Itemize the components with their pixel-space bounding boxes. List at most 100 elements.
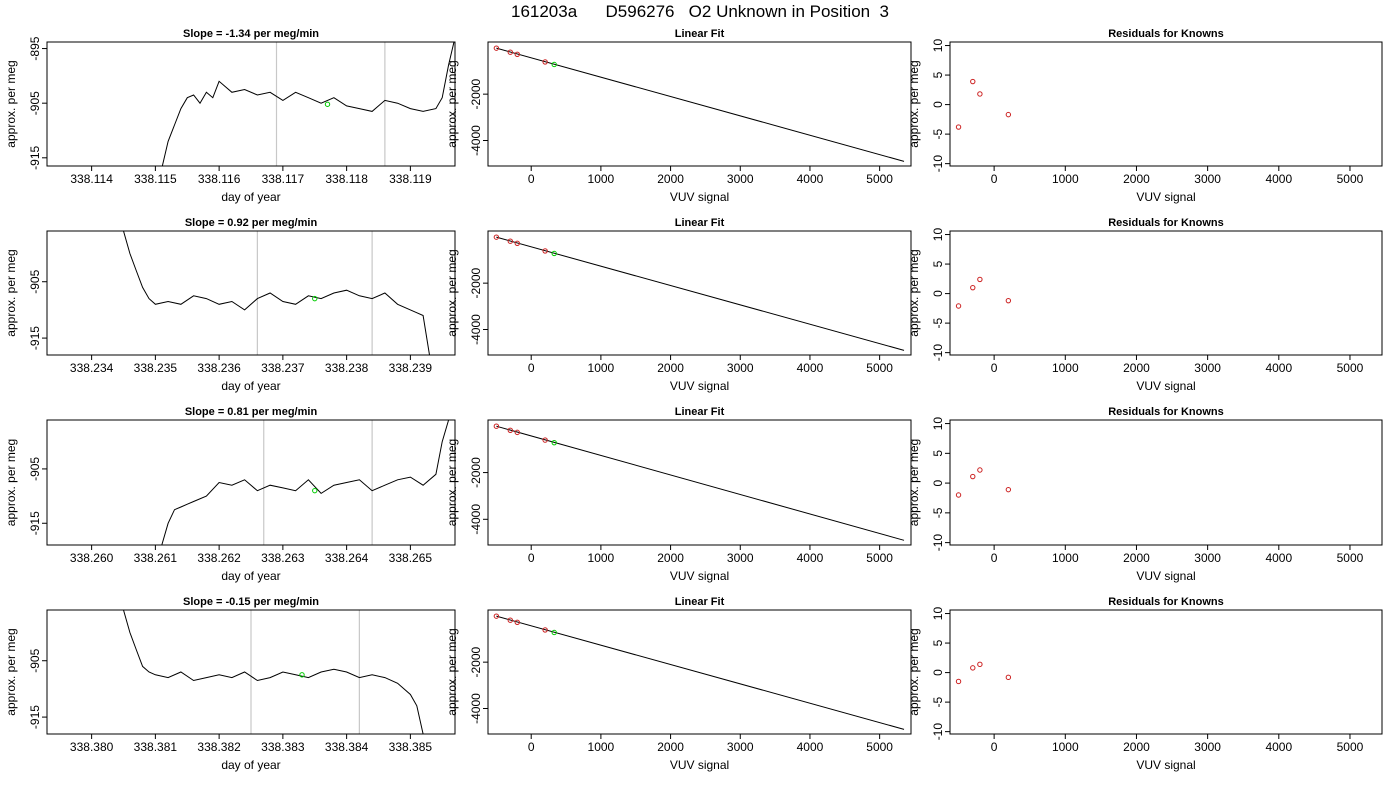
residual-point (1005, 111, 1012, 118)
x-tick-label: 4000 (1265, 361, 1292, 375)
y-tick-label: -10 (931, 344, 945, 362)
known-point (493, 45, 500, 51)
fit-line (496, 615, 905, 730)
x-tick-label: 0 (991, 172, 998, 186)
x-tick-label: 338.382 (197, 740, 241, 754)
y-axis-label: approx. per meg (907, 439, 921, 526)
x-tick-label: 2000 (657, 172, 684, 186)
panel-title: Slope = -1.34 per meg/min (183, 28, 319, 40)
y-tick-label: -905 (28, 269, 42, 293)
x-tick-label: 0 (528, 172, 535, 186)
unknown-average-point (324, 101, 331, 107)
x-tick-label: 338.385 (389, 740, 433, 754)
x-axis-label: VUV signal (1136, 569, 1195, 583)
panel-2-3: Residuals for Knowns 0 1000 2000 3000 4000 500… (907, 217, 1383, 393)
residual-point (977, 91, 983, 97)
residual-point (970, 473, 976, 480)
x-axis-label: VUV signal (670, 379, 729, 393)
x-tick-label: 4000 (1265, 551, 1292, 565)
y-axis-label: approx. per meg (445, 628, 459, 715)
x-tick-label: 3000 (1194, 551, 1221, 565)
plot-area (955, 467, 1012, 498)
y-tick-label: -2000 (469, 78, 483, 109)
residual-point (970, 665, 976, 671)
known-point (493, 234, 500, 240)
fit-line (496, 47, 905, 162)
y-tick-label: -2000 (469, 267, 483, 298)
unknown-average-point (299, 672, 305, 678)
y-axis-label: approx. per meg (445, 439, 459, 526)
plot-area (493, 613, 905, 730)
unknown-average-point (312, 295, 318, 302)
x-axis-label: VUV signal (670, 190, 729, 204)
panel-title: Linear Fit (675, 596, 725, 608)
y-tick-label: 5 (931, 260, 945, 267)
y-axis-label: approx. per meg (907, 60, 921, 147)
known-point (514, 51, 520, 57)
residual-point (955, 492, 962, 498)
y-tick-label: -915 (28, 145, 42, 169)
x-axis-label: VUV signal (670, 758, 729, 772)
series-line (123, 231, 430, 355)
x-tick-label: 338.115 (134, 172, 177, 186)
panel-frame (46, 41, 456, 167)
panel-frame (46, 609, 456, 735)
residual-point (1005, 297, 1012, 304)
x-tick-label: 5000 (866, 740, 893, 754)
x-tick-label: 1000 (1052, 551, 1079, 565)
x-tick-label: 3000 (1194, 740, 1221, 754)
x-tick-label: 338.263 (261, 551, 305, 565)
y-tick-label: -10 (931, 155, 945, 173)
x-tick-label: 338.264 (325, 551, 369, 565)
x-tick-label: 5000 (1337, 361, 1364, 375)
x-tick-label: 338.238 (325, 361, 369, 375)
unknown-point (551, 250, 557, 257)
y-tick-label: 0 (931, 290, 945, 297)
panel-title: Slope = 0.92 per meg/min (185, 217, 318, 229)
plot-area (161, 420, 450, 545)
panel-title: Residuals for Knowns (1108, 406, 1224, 418)
panel-frame (949, 41, 1383, 167)
unknown-point (551, 439, 557, 446)
panel-frame (949, 230, 1383, 356)
x-tick-label: 3000 (1194, 361, 1221, 375)
residual-point (955, 678, 962, 685)
known-point (542, 437, 548, 443)
x-tick-label: 338.261 (134, 551, 178, 565)
panel-1-3: Residuals for Knowns 0 1000 2000 3000 4000 500… (907, 28, 1383, 204)
y-tick-label: 10 (931, 228, 945, 242)
panel-frame (949, 419, 1383, 546)
y-tick-label: -905 (28, 648, 42, 672)
y-tick-label: -5 (931, 507, 945, 518)
x-axis-label: day of year (221, 379, 280, 393)
x-tick-label: 338.380 (70, 740, 114, 754)
y-axis-label: approx. per meg (4, 439, 18, 526)
x-tick-label: 0 (991, 361, 998, 375)
panel-3-3: Residuals for Knowns 0 1000 2000 3000 4000 500… (907, 406, 1383, 583)
x-tick-label: 2000 (1123, 361, 1150, 375)
panel-frame (487, 41, 912, 167)
panel-title: Slope = -0.15 per meg/min (183, 596, 319, 608)
known-point (507, 238, 513, 244)
panel-frame (46, 419, 456, 546)
panel-title: Linear Fit (675, 28, 725, 40)
x-tick-label: 2000 (657, 551, 684, 565)
x-tick-label: 3000 (727, 551, 754, 565)
panel-2-1: Slope = 0.92 per meg/min 338.234 338.235 33… (4, 217, 456, 393)
x-axis-label: VUV signal (1136, 190, 1195, 204)
x-tick-label: 4000 (1265, 740, 1292, 754)
y-axis-label: approx. per meg (907, 628, 921, 715)
x-tick-label: 3000 (727, 172, 754, 186)
y-tick-label: 10 (931, 607, 945, 621)
known-point (507, 617, 513, 623)
fit-line (496, 425, 905, 541)
x-tick-label: 1000 (588, 361, 615, 375)
x-tick-label: 338.118 (325, 172, 368, 186)
x-tick-label: 1000 (588, 172, 615, 186)
y-axis-label: approx. per meg (907, 249, 921, 336)
x-tick-label: 338.236 (197, 361, 241, 375)
plot-area (955, 276, 1012, 309)
fit-line (496, 236, 905, 351)
x-tick-label: 4000 (797, 551, 824, 565)
